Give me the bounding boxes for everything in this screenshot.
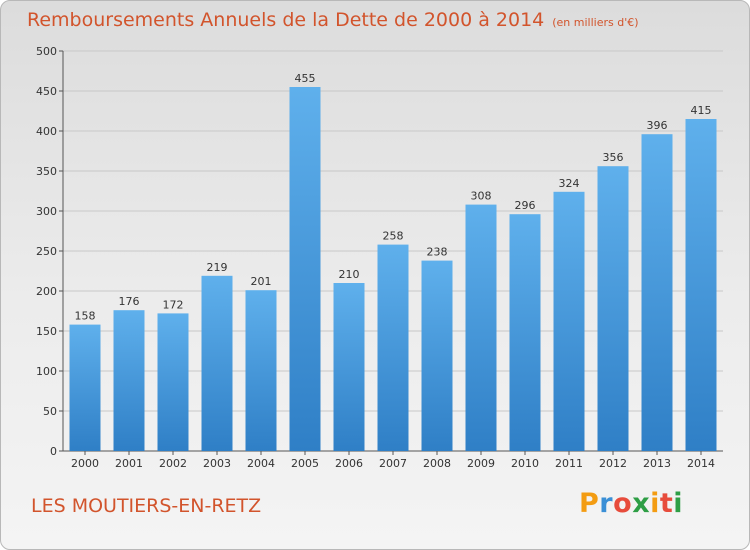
x-tick-label: 2007 [379,457,407,470]
bar-2002 [157,313,189,451]
logo-letter: t [659,488,674,519]
logo-letter: i [673,488,684,519]
y-tick-label: 50 [43,405,57,418]
x-tick-label: 2011 [555,457,583,470]
bar-2006 [333,283,365,451]
bar-2005 [289,87,321,451]
bar-2009 [465,204,497,451]
logo-letter: r [599,488,614,519]
x-tick-label: 2000 [71,457,99,470]
value-label: 210 [339,268,360,281]
value-label: 176 [119,295,140,308]
value-label: 455 [295,72,316,85]
bar-2011 [553,191,585,452]
y-tick-label: 450 [36,85,57,98]
y-tick-label: 300 [36,205,57,218]
value-label: 238 [427,246,448,259]
value-label: 396 [647,119,668,132]
bar-2008 [421,260,453,451]
y-tick-label: 150 [36,325,57,338]
value-label: 201 [251,275,272,288]
bar-2010 [509,214,541,451]
y-tick-label: 200 [36,285,57,298]
chart-title: Remboursements Annuels de la Dette de 20… [27,9,639,31]
y-tick-label: 400 [36,125,57,138]
value-label: 172 [163,298,184,311]
y-tick-label: 100 [36,365,57,378]
value-label: 296 [515,199,536,212]
value-label: 308 [471,190,492,203]
labels: 0 50 100 150 200 250 300 350 400 450 500 158 2000 176… [36,45,715,470]
bar-2003 [201,275,233,451]
logo-letter: o [613,488,633,519]
x-tick-label: 2006 [335,457,363,470]
x-tick-label: 2014 [687,457,715,470]
logo-letter: i [650,488,660,519]
value-label: 324 [559,177,580,190]
commune-name: LES MOUTIERS-EN-RETZ [31,495,262,517]
bar-2013 [641,134,673,451]
proxiti-logo[interactable]: Proxiti [579,488,683,519]
x-tick-label: 2004 [247,457,275,470]
x-tick-label: 2010 [511,457,539,470]
bar-2001 [113,310,145,451]
value-label: 415 [691,104,712,117]
logo-letter: P [579,488,600,519]
chart-title-text: Remboursements Annuels de la Dette de 20… [27,9,545,31]
bar-2004 [245,290,277,451]
y-tick-label: 500 [36,45,57,58]
value-label: 356 [603,151,624,164]
bar-2012 [597,166,629,451]
y-tick-label: 0 [50,445,57,458]
x-tick-label: 2012 [599,457,627,470]
chart-unit: (en milliers d'€) [552,16,639,29]
x-tick-label: 2013 [643,457,671,470]
x-tick-label: 2008 [423,457,451,470]
bars [69,87,717,452]
logo-letter: x [632,488,651,519]
value-label: 258 [383,230,404,243]
bar-2007 [377,244,409,451]
x-tick-label: 2002 [159,457,187,470]
x-tick-label: 2003 [203,457,231,470]
x-tick-label: 2009 [467,457,495,470]
bar-2014 [685,119,717,451]
y-tick-label: 250 [36,245,57,258]
bar-2000 [69,324,101,451]
value-label: 219 [207,261,228,274]
y-tick-label: 350 [36,165,57,178]
x-tick-label: 2005 [291,457,319,470]
value-label: 158 [75,310,96,323]
x-tick-label: 2001 [115,457,143,470]
